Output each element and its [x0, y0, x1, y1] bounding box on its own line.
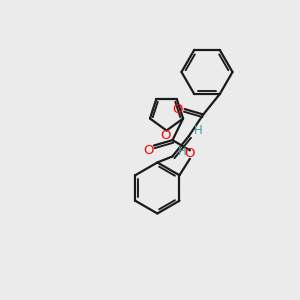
Text: O: O	[143, 144, 154, 158]
Text: O: O	[185, 147, 195, 160]
Text: H: H	[178, 145, 186, 158]
Text: O: O	[161, 129, 171, 142]
Text: O: O	[172, 103, 182, 116]
Text: H: H	[194, 124, 202, 137]
